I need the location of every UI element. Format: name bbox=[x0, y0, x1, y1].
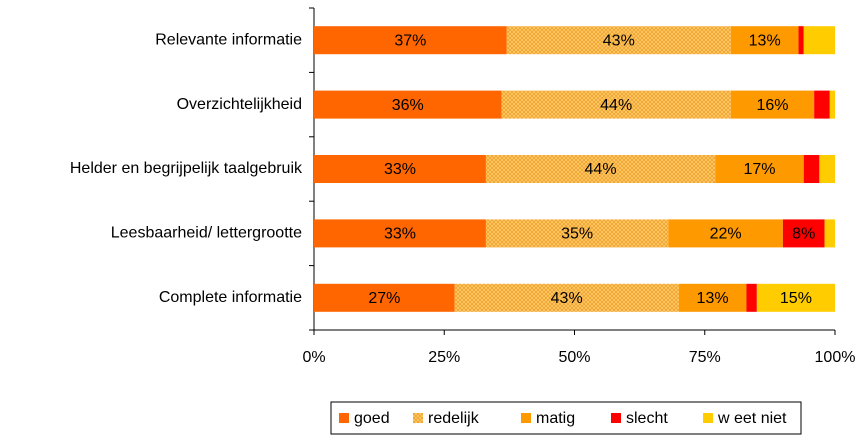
bar-segment bbox=[803, 155, 820, 183]
bar-segment bbox=[314, 90, 502, 119]
bar-segment bbox=[668, 219, 783, 248]
value-label: 37% bbox=[394, 32, 426, 49]
bar-segment bbox=[746, 283, 757, 312]
category-label: Leesbaarheid/ lettergrootte bbox=[111, 225, 302, 242]
bar-segment bbox=[715, 155, 804, 183]
bar-segment bbox=[501, 90, 731, 119]
legend-label: redelijk bbox=[428, 410, 480, 427]
bar-segment bbox=[314, 155, 486, 183]
x-tick-label: 50% bbox=[558, 349, 590, 366]
legend-swatch bbox=[703, 413, 713, 423]
bar-segment bbox=[782, 219, 825, 248]
x-tick-label: 0% bbox=[302, 349, 325, 366]
value-label: 36% bbox=[392, 97, 424, 114]
value-label: 33% bbox=[384, 226, 416, 243]
x-tick-label: 100% bbox=[815, 349, 856, 366]
bar-segment bbox=[824, 219, 835, 248]
bar-segment bbox=[485, 155, 716, 183]
bar-segment bbox=[819, 155, 835, 183]
value-label: 35% bbox=[561, 226, 593, 243]
x-tick-label: 75% bbox=[689, 349, 721, 366]
bar-segment bbox=[730, 26, 799, 55]
bar-segment bbox=[314, 26, 507, 55]
legend-swatch bbox=[413, 413, 423, 423]
value-label: 33% bbox=[384, 161, 416, 178]
legend-label: w eet niet bbox=[717, 410, 787, 427]
legend-label: goed bbox=[354, 410, 390, 427]
legend-label: matig bbox=[536, 410, 575, 427]
bar-segment bbox=[454, 283, 679, 312]
value-label: 22% bbox=[710, 226, 742, 243]
bar-segment bbox=[314, 283, 455, 312]
bar-segment bbox=[803, 26, 835, 55]
legend-label: slecht bbox=[626, 410, 668, 427]
value-label: 17% bbox=[743, 161, 775, 178]
category-label: Complete informatie bbox=[159, 289, 302, 306]
category-label: Helder en begrijpelijk taalgebruik bbox=[70, 160, 303, 177]
legend-box bbox=[330, 401, 802, 435]
bar-segment bbox=[678, 283, 747, 312]
legend-swatch bbox=[521, 413, 531, 423]
value-label: 27% bbox=[368, 290, 400, 307]
value-label: 8% bbox=[792, 226, 815, 243]
bar-segment bbox=[314, 219, 486, 248]
value-label: 43% bbox=[551, 290, 583, 307]
legend-swatch bbox=[339, 413, 349, 423]
value-label: 15% bbox=[780, 290, 812, 307]
bar-segment bbox=[506, 26, 731, 55]
bar-segment bbox=[730, 90, 815, 119]
value-label: 13% bbox=[697, 290, 729, 307]
bar-segment bbox=[814, 90, 830, 119]
value-label: 43% bbox=[603, 32, 635, 49]
value-label: 13% bbox=[749, 32, 781, 49]
bar-segment bbox=[829, 90, 835, 119]
category-label: Relevante informatie bbox=[155, 31, 302, 48]
category-label: Overzichtelijkheid bbox=[177, 96, 302, 113]
bar-segment bbox=[798, 26, 804, 55]
x-tick-label: 25% bbox=[428, 349, 460, 366]
value-label: 44% bbox=[600, 97, 632, 114]
bar-segment bbox=[485, 219, 669, 248]
value-label: 44% bbox=[585, 161, 617, 178]
value-label: 16% bbox=[756, 97, 788, 114]
bar-segment bbox=[756, 283, 835, 312]
legend-swatch bbox=[611, 413, 621, 423]
